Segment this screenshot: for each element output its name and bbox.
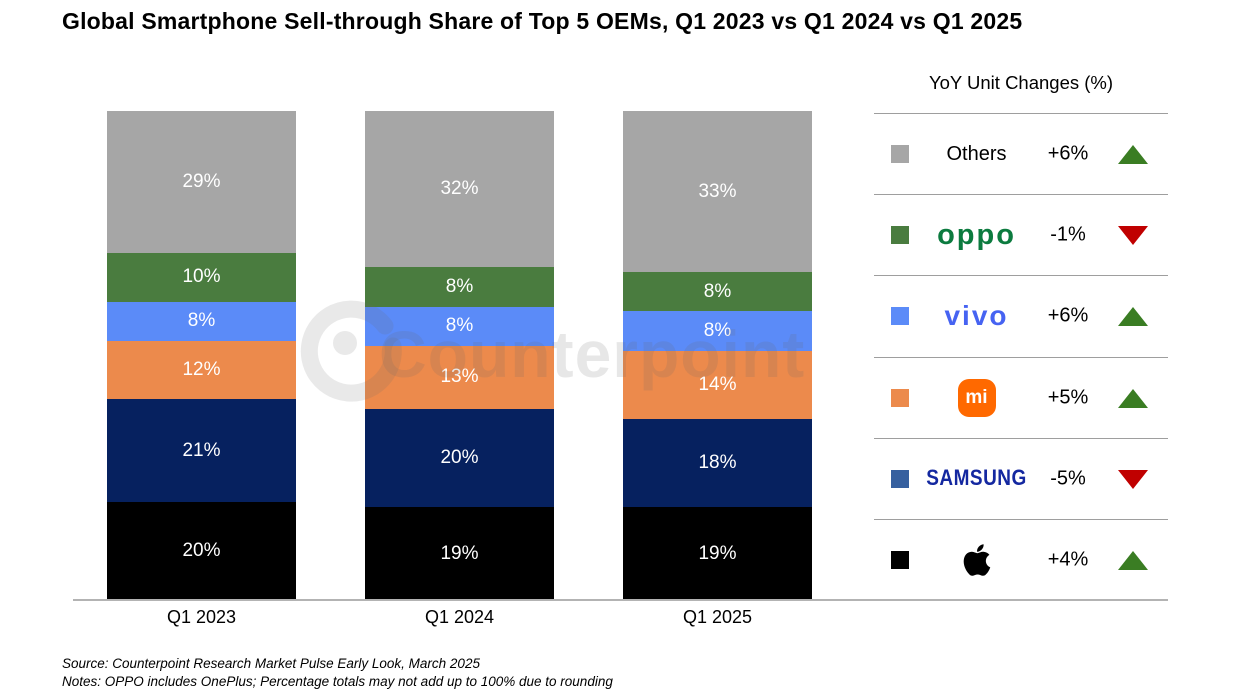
- segment-others: 29%: [107, 111, 296, 253]
- bar-q1-2023: 29% 10% 8% 12% 21% 20%: [107, 111, 296, 600]
- segment-oppo: 10%: [107, 252, 296, 302]
- segment-xiaomi: 13%: [365, 345, 554, 410]
- yoy-change-vivo: +6%: [1047, 304, 1089, 327]
- legend-row-oppo: oppo -1%: [874, 194, 1168, 275]
- yoy-change-oppo: -1%: [1050, 223, 1086, 246]
- segment-value-label: 13%: [440, 366, 479, 388]
- segment-value-label: 10%: [182, 266, 221, 288]
- segment-value-label: 8%: [703, 320, 732, 342]
- segment-samsung: 18%: [623, 419, 812, 508]
- x-axis-line: [73, 599, 1168, 601]
- rounding-note: Notes: OPPO includes OnePlus; Percentage…: [62, 674, 613, 689]
- others-label: Others: [946, 142, 1007, 165]
- segment-apple: 19%: [365, 507, 554, 600]
- segment-value-label: 32%: [440, 178, 479, 200]
- legend-swatch-apple: [891, 550, 909, 569]
- legend-row-vivo: vivo +6%: [874, 275, 1168, 356]
- trend-down-icon: [1118, 226, 1148, 246]
- segment-value-label: 29%: [182, 170, 221, 192]
- segment-vivo: 8%: [107, 301, 296, 341]
- segment-others: 32%: [365, 111, 554, 268]
- segment-value-label: 19%: [698, 542, 737, 564]
- bar-q1-2024: 32% 8% 8% 13% 20% 19%: [365, 111, 554, 600]
- legend-swatch-samsung: [891, 469, 909, 488]
- segment-value-label: 8%: [445, 315, 474, 337]
- segment-samsung: 20%: [365, 409, 554, 508]
- yoy-change-xiaomi: +5%: [1047, 386, 1089, 409]
- segment-value-label: 20%: [182, 540, 221, 562]
- legend-swatch-vivo: [891, 307, 909, 326]
- yoy-change-samsung: -5%: [1050, 467, 1086, 490]
- segment-vivo: 8%: [623, 311, 812, 351]
- segment-value-label: 8%: [187, 310, 216, 332]
- segment-value-label: 12%: [182, 359, 221, 381]
- trend-down-icon: [1118, 469, 1148, 489]
- bar-q1-2025: 33% 8% 8% 14% 18% 19%: [623, 111, 812, 600]
- legend-title: YoY Unit Changes (%): [928, 72, 1114, 93]
- segment-xiaomi: 12%: [107, 340, 296, 400]
- yoy-change-others: +6%: [1047, 142, 1089, 165]
- segment-value-label: 18%: [698, 452, 737, 474]
- legend: Others +6% oppo -1% vivo +6% mi +5% SAMS…: [874, 113, 1168, 600]
- oppo-logo: oppo: [937, 218, 1016, 251]
- source-note: Source: Counterpoint Research Market Pul…: [62, 656, 480, 671]
- segment-samsung: 21%: [107, 399, 296, 503]
- segment-apple: 19%: [623, 507, 812, 600]
- legend-swatch-others: [891, 145, 909, 164]
- segment-value-label: 8%: [703, 280, 732, 302]
- legend-row-samsung: SAMSUNG -5%: [874, 437, 1168, 519]
- trend-up-icon: [1118, 307, 1148, 327]
- segment-value-label: 21%: [182, 439, 221, 461]
- legend-swatch-oppo: [891, 226, 909, 245]
- trend-up-icon: [1118, 550, 1148, 570]
- samsung-logo: SAMSUNG: [926, 466, 1027, 491]
- segment-xiaomi: 14%: [623, 350, 812, 420]
- chart-title: Global Smartphone Sell-through Share of …: [62, 8, 1023, 34]
- segment-others: 33%: [623, 111, 812, 273]
- segment-apple: 20%: [107, 502, 296, 600]
- segment-vivo: 8%: [365, 306, 554, 346]
- trend-up-icon: [1118, 388, 1148, 408]
- segment-value-label: 33%: [698, 180, 737, 202]
- x-axis-label: Q1 2025: [682, 607, 753, 627]
- segment-oppo: 8%: [623, 272, 812, 312]
- x-axis-label: Q1 2024: [424, 607, 495, 627]
- legend-swatch-xiaomi: [891, 388, 909, 407]
- trend-up-icon: [1118, 145, 1148, 165]
- vivo-logo: vivo: [944, 300, 1009, 332]
- segment-value-label: 8%: [445, 276, 474, 298]
- segment-value-label: 20%: [440, 447, 479, 469]
- legend-row-apple: +4%: [874, 518, 1168, 600]
- x-axis-label: Q1 2023: [166, 607, 237, 627]
- segment-value-label: 14%: [698, 373, 737, 395]
- segment-oppo: 8%: [365, 267, 554, 307]
- legend-row-others: Others +6%: [874, 113, 1168, 194]
- footnotes: Source: Counterpoint Research Market Pul…: [62, 655, 613, 691]
- legend-row-xiaomi: mi +5%: [874, 356, 1168, 438]
- yoy-change-apple: +4%: [1047, 548, 1089, 571]
- xiaomi-mi-logo: mi: [957, 378, 996, 417]
- segment-value-label: 19%: [440, 542, 479, 564]
- apple-logo-icon: [963, 544, 990, 576]
